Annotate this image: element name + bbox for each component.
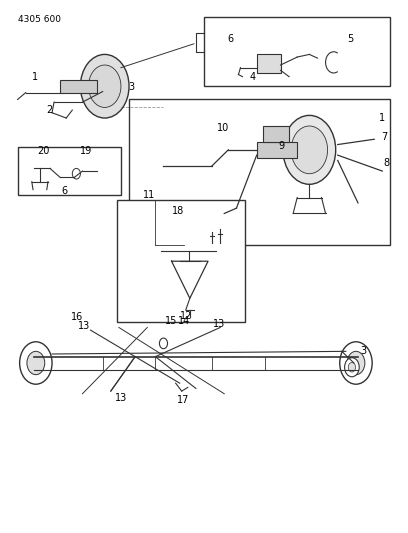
Text: 15: 15	[164, 316, 177, 326]
FancyBboxPatch shape	[129, 100, 390, 245]
Text: 13: 13	[115, 393, 127, 403]
Bar	[257, 142, 297, 158]
Circle shape	[340, 342, 372, 384]
Circle shape	[20, 342, 52, 384]
Text: 16: 16	[71, 312, 84, 322]
Text: 13: 13	[78, 321, 91, 331]
Circle shape	[345, 358, 359, 377]
Text: 12: 12	[180, 311, 192, 321]
Text: 17: 17	[177, 395, 189, 405]
FancyBboxPatch shape	[18, 147, 121, 195]
Text: 6: 6	[61, 185, 67, 196]
Circle shape	[80, 54, 129, 118]
Text: 7: 7	[381, 132, 388, 142]
Bar	[263, 126, 289, 142]
Bar	[60, 80, 97, 93]
Text: 8: 8	[383, 158, 389, 168]
Circle shape	[283, 115, 336, 184]
Circle shape	[348, 362, 355, 372]
Circle shape	[160, 338, 168, 349]
Text: 3: 3	[360, 346, 366, 357]
Text: 5: 5	[348, 34, 354, 44]
Circle shape	[72, 168, 80, 179]
Text: 20: 20	[38, 146, 50, 156]
Text: 11: 11	[143, 190, 155, 200]
Text: 6: 6	[227, 34, 233, 44]
Text: 1: 1	[31, 71, 38, 82]
Text: 4: 4	[250, 71, 256, 82]
Text: 14: 14	[177, 316, 190, 326]
Circle shape	[89, 65, 121, 108]
Text: 13: 13	[213, 319, 225, 329]
Circle shape	[347, 351, 365, 375]
Text: 18: 18	[171, 206, 184, 216]
Text: 10: 10	[217, 123, 230, 133]
Text: 1: 1	[379, 113, 386, 123]
Text: 2: 2	[46, 105, 52, 115]
FancyBboxPatch shape	[204, 17, 390, 86]
Text: 3: 3	[129, 82, 135, 92]
Circle shape	[291, 126, 328, 174]
Bar	[257, 54, 281, 73]
Text: 4305 600: 4305 600	[18, 15, 61, 25]
Text: 19: 19	[80, 146, 93, 156]
Text: 9: 9	[278, 141, 284, 151]
Circle shape	[27, 351, 45, 375]
FancyBboxPatch shape	[117, 200, 244, 322]
